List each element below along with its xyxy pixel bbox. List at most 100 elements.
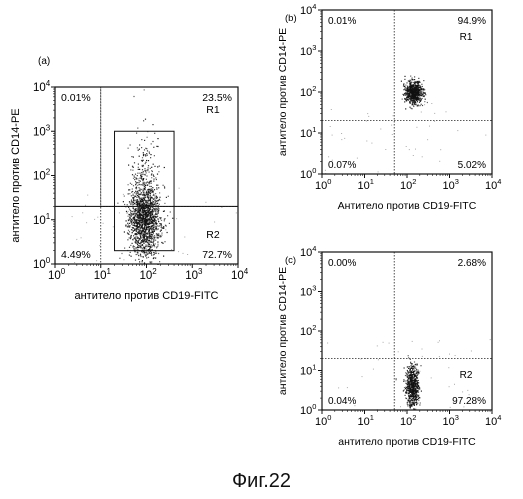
scatter-point xyxy=(135,184,136,185)
scatter-point xyxy=(413,408,414,409)
scatter-point xyxy=(438,342,439,343)
scatter-point xyxy=(142,244,143,245)
scatter-point xyxy=(450,407,451,408)
scatter-point xyxy=(338,387,339,388)
scatter-point xyxy=(141,218,142,219)
scatter-point xyxy=(156,146,157,147)
scatter-point xyxy=(129,219,130,220)
scatter-point xyxy=(440,149,441,150)
scatter-point xyxy=(415,366,416,367)
scatter-point xyxy=(144,203,145,204)
scatter-point xyxy=(134,203,135,204)
scatter-point xyxy=(418,78,419,79)
scatter-point xyxy=(130,238,131,239)
scatter-point xyxy=(410,374,411,375)
scatter-point xyxy=(141,227,142,228)
scatter-point xyxy=(416,373,417,374)
scatter-point xyxy=(410,395,411,396)
scatter-point xyxy=(427,102,428,103)
scatter-point xyxy=(145,222,146,223)
scatter-point xyxy=(362,376,363,377)
scatter-point xyxy=(141,139,142,140)
scatter-point xyxy=(404,367,405,368)
scatter-point xyxy=(421,104,422,105)
scatter-point xyxy=(409,374,410,375)
x-tick-exponent: 1 xyxy=(107,267,112,276)
scatter-point xyxy=(405,99,406,100)
x-tick-exponent: 0 xyxy=(327,413,331,422)
scatter-point xyxy=(408,97,409,98)
scatter-point xyxy=(413,155,414,156)
scatter-point xyxy=(164,241,165,242)
scatter-point xyxy=(133,178,134,179)
scatter-point xyxy=(184,237,185,238)
scatter-point xyxy=(147,239,148,240)
scatter-point xyxy=(158,235,159,236)
scatter-point xyxy=(414,361,415,362)
scatter-point xyxy=(416,380,417,381)
scatter-point xyxy=(150,157,151,158)
scatter-point xyxy=(414,374,415,375)
scatter-point xyxy=(141,178,142,179)
y-tick-exponent: 0 xyxy=(312,402,316,411)
scatter-point xyxy=(419,371,420,372)
scatter-point xyxy=(128,219,129,220)
scatter-point xyxy=(412,376,413,377)
scatter-point xyxy=(143,212,144,213)
scatter-point xyxy=(130,218,131,219)
scatter-point xyxy=(126,220,127,221)
scatter-point xyxy=(133,157,134,158)
scatter-point xyxy=(155,177,156,178)
scatter-point xyxy=(142,161,143,162)
scatter-point xyxy=(409,81,410,82)
scatter-point xyxy=(144,240,145,241)
scatter-point xyxy=(157,197,158,198)
scatter-point xyxy=(143,179,144,180)
scatter-point xyxy=(137,211,138,212)
scatter-point xyxy=(341,139,342,140)
scatter-point xyxy=(421,93,422,94)
scatter-point xyxy=(135,241,136,242)
scatter-point xyxy=(161,242,162,243)
y-axis-label: антитело против CD14-PE xyxy=(10,108,22,242)
scatter-point xyxy=(139,194,140,195)
y-tick-label: 102 xyxy=(300,84,316,99)
scatter-point xyxy=(147,201,148,202)
scatter-point xyxy=(138,210,139,211)
scatter-point xyxy=(414,101,415,102)
scatter-point xyxy=(142,198,143,199)
scatter-point xyxy=(145,202,146,203)
scatter-point xyxy=(149,252,150,253)
scatter-point xyxy=(420,402,421,403)
scatter-point xyxy=(148,257,149,258)
scatter-point xyxy=(148,192,149,193)
scatter-point xyxy=(131,213,132,214)
scatter-point xyxy=(419,92,420,93)
scatter-point xyxy=(214,222,215,223)
scatter-point xyxy=(418,370,419,371)
scatter-point xyxy=(87,195,88,196)
y-tick-label: 104 xyxy=(33,79,51,94)
scatter-point xyxy=(422,94,423,95)
scatter-point xyxy=(421,92,422,93)
scatter-point xyxy=(414,386,415,387)
scatter-point xyxy=(152,238,153,239)
x-tick-exponent: 0 xyxy=(327,177,331,186)
scatter-point xyxy=(159,204,160,205)
scatter-point xyxy=(137,252,138,253)
scatter-point xyxy=(417,93,418,94)
scatter-point xyxy=(164,203,165,204)
scatter-point xyxy=(405,380,406,381)
scatter-point xyxy=(148,237,149,238)
scatter-point xyxy=(133,195,134,196)
scatter-point xyxy=(139,182,140,183)
scatter-point xyxy=(136,186,137,187)
scatter-point xyxy=(414,103,415,104)
scatter-point xyxy=(142,223,143,224)
scatter-point xyxy=(409,397,410,398)
scatter-point xyxy=(163,185,164,186)
scatter-point xyxy=(405,375,406,376)
scatter-point xyxy=(403,390,404,391)
scatter-point xyxy=(138,259,139,260)
scatter-point xyxy=(137,173,138,174)
